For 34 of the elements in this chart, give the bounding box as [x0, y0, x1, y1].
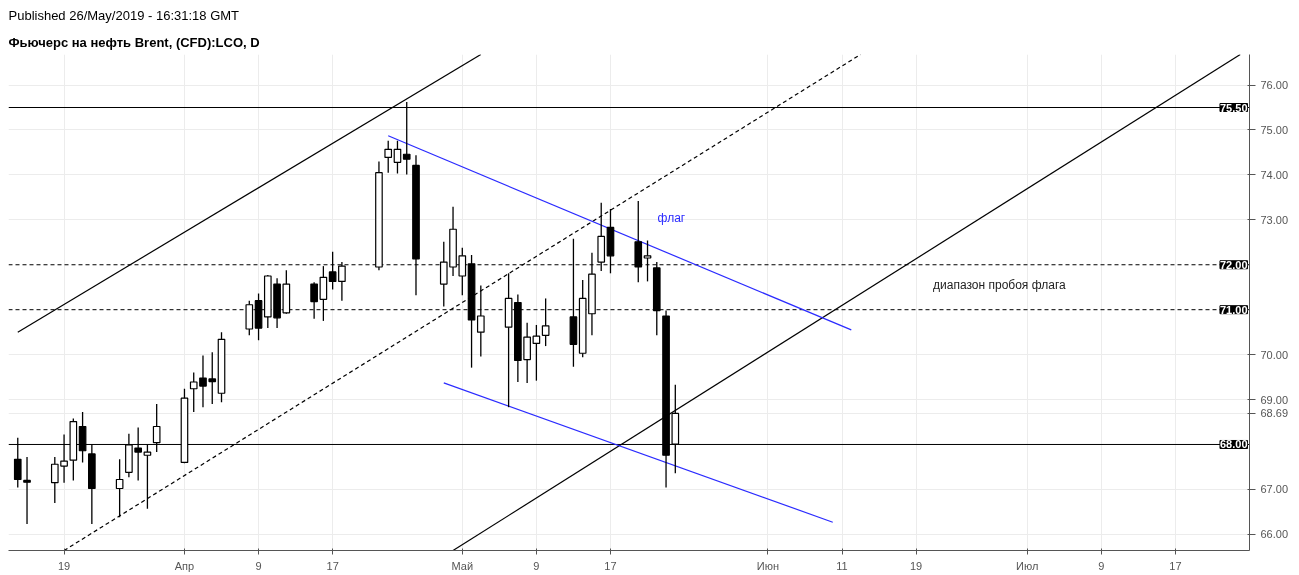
text: Published 26/May/2019 - 16:31:18 GMT	[8, 7, 240, 23]
x-tick-label: 9	[255, 559, 262, 572]
x-tick-label: 9	[1098, 559, 1105, 572]
x-tick-label: Июл	[1016, 559, 1039, 572]
y-tick-label: 69.00	[1260, 393, 1289, 406]
x-tick-label: Июн	[756, 559, 780, 572]
ref-line-label: 71.00	[1219, 303, 1248, 316]
x-tick-label: 19	[909, 559, 923, 572]
y-tick-label: 66.00	[1260, 528, 1289, 541]
x-tick-label: 17	[326, 559, 339, 572]
x-tick-label: Май	[451, 559, 474, 572]
candlestick	[384, 140, 393, 174]
y-tick-label: 70.00	[1260, 348, 1289, 361]
annotation: флаг	[657, 211, 686, 226]
y-tick-label: 76.00	[1260, 79, 1289, 92]
ref-line-label: 68.00	[1219, 438, 1248, 451]
x-tick-label: 11	[836, 559, 848, 572]
candlestick	[393, 140, 402, 175]
chart-title: Фьючерс на нефть Brent, (CFD):LCO, D	[8, 34, 260, 50]
x-tick-label: 17	[1169, 559, 1182, 572]
y-tick-label: 74.00	[1260, 168, 1289, 181]
y-tick-label: 67.00	[1260, 483, 1289, 496]
annotation: диапазон пробоя флага	[933, 278, 1067, 293]
candlestick	[23, 456, 31, 525]
y-tick-label: 73.00	[1260, 213, 1289, 226]
ref-line-label: 75.50	[1219, 101, 1248, 114]
x-tick-label: 17	[604, 559, 617, 572]
ref-line-label: 72.00	[1219, 258, 1248, 271]
x-tick-label: 19	[57, 559, 71, 572]
y-tick-label: 68.69	[1260, 407, 1289, 420]
candlestick	[115, 458, 124, 518]
x-tick-label: Апр	[174, 559, 195, 572]
x-tick-label: 9	[533, 559, 540, 572]
y-tick-label: 75.00	[1260, 123, 1289, 136]
